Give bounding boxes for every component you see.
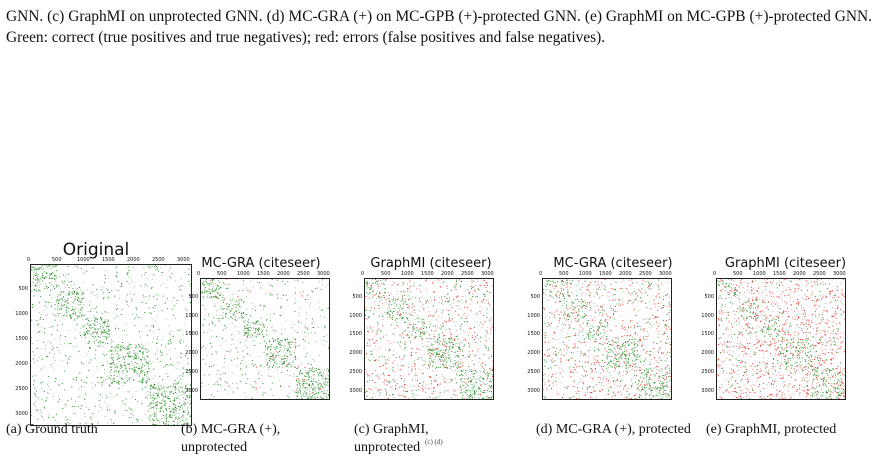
panel-subcaption: (e) GraphMI, protected: [706, 422, 837, 437]
x-tick-label: 1500: [599, 271, 612, 277]
x-tick-label: 1000: [401, 271, 414, 277]
panel-title: GraphMI (citeseer): [724, 256, 847, 271]
x-tick-label: 1000: [579, 271, 592, 277]
x-tick-label: 2500: [461, 271, 474, 277]
panel-1: Original 0 500 1000 1500 2000 2500 3000 500 1000 1…: [6, 240, 192, 465]
panel-title: GraphMI (citeseer): [370, 256, 492, 271]
x-tick-label: 0: [197, 271, 201, 277]
y-tick-label: 500: [352, 293, 362, 300]
x-tick-label: 500: [52, 257, 62, 263]
adjacency-matrix: [364, 278, 494, 400]
x-tick-label: 500: [381, 271, 391, 277]
y-tick-label: 2000: [15, 361, 28, 367]
x-tick-label: 1500: [102, 257, 115, 263]
x-tick-label: 2500: [813, 271, 826, 277]
x-tick-label: 3000: [659, 271, 672, 277]
panel-subcaption: (b) MC-GRA (+), unprotected: [181, 422, 281, 455]
x-tick-label: 2500: [297, 271, 310, 277]
y-tick-label: 1000: [701, 312, 714, 319]
x-tick-label: 2000: [127, 257, 140, 263]
x-tick-label: 1000: [753, 271, 766, 277]
y-tick-label: 2500: [701, 368, 714, 375]
y-tick-label: 2500: [185, 368, 198, 375]
adjacency-matrix: [542, 278, 672, 400]
panel-subcaption: (d) MC-GRA (+), protected: [536, 422, 691, 437]
y-tick-label: 3000: [527, 387, 540, 394]
x-tick-label: 500: [217, 271, 227, 277]
x-tick-label: 0: [539, 271, 543, 277]
x-tick-label: 1500: [773, 271, 786, 277]
y-tick-label: 1000: [527, 312, 540, 319]
y-tick-label: 2500: [527, 368, 540, 375]
panel-5: GraphMI (citeseer) 0 500 1000 1500 2000 2500 30…: [698, 240, 873, 465]
y-tick-label: 3000: [15, 411, 28, 417]
y-tick-label: 2500: [349, 368, 362, 375]
x-tick-label: 2000: [277, 271, 290, 277]
x-tick-label: 500: [733, 271, 743, 277]
x-tick-label: 1500: [421, 271, 434, 277]
y-tick-label: 2000: [701, 350, 714, 356]
y-tick-label: 1000: [185, 312, 198, 319]
panel-subcaption: (c) GraphMI, unprotected: [354, 422, 429, 455]
y-tick-label: 2000: [527, 350, 540, 356]
y-tick-label: 1500: [185, 331, 198, 338]
y-tick-label: 2000: [185, 350, 198, 356]
y-tick-label: 1500: [15, 336, 28, 342]
x-tick-label: 0: [27, 257, 31, 263]
x-tick-label: 2500: [639, 271, 652, 277]
panel-4: MC-GRA (citeseer) 0 500 1000 1500 2000 2500 300…: [527, 240, 698, 465]
x-tick-label: 1500: [257, 271, 270, 277]
y-tick-label: 500: [188, 293, 198, 300]
y-tick-label: 3000: [349, 387, 362, 394]
y-tick-label: 1000: [349, 312, 362, 319]
x-tick-label: 0: [713, 271, 717, 277]
adjacency-matrix: [30, 264, 192, 426]
adjacency-matrix: [716, 278, 846, 400]
x-tick-label: 3000: [177, 257, 190, 263]
x-tick-label: 3000: [317, 271, 330, 277]
x-tick-label: 3000: [481, 271, 494, 277]
panel-title: Original: [62, 240, 130, 260]
x-tick-label: 1000: [77, 257, 90, 263]
y-tick-label: 3000: [185, 387, 198, 394]
adjacency-matrix: [200, 278, 330, 400]
overlapping-label-fragment: (c) (d): [425, 438, 443, 446]
y-tick-label: 500: [530, 293, 540, 300]
y-tick-label: 3000: [701, 387, 714, 394]
x-tick-label: 1000: [237, 271, 250, 277]
y-tick-label: 2000: [349, 350, 362, 356]
y-tick-label: 500: [704, 293, 714, 300]
x-tick-label: 2500: [152, 257, 165, 263]
x-tick-label: 2000: [441, 271, 454, 277]
y-tick-label: 2500: [15, 386, 28, 392]
figure-caption-fragment: GNN. (c) GraphMI on unprotected GNN. (d)…: [6, 8, 872, 46]
x-tick-label: 2000: [793, 271, 806, 277]
y-tick-label: 1500: [527, 331, 540, 338]
y-tick-label: 1000: [15, 311, 28, 317]
panel-2: MC-GRA (citeseer) 0 500 1000 1500 2000 2500 300…: [176, 240, 346, 465]
panel-title: MC-GRA (citeseer): [201, 256, 321, 271]
x-tick-label: 500: [559, 271, 569, 277]
y-tick-label: 1500: [701, 331, 714, 338]
y-tick-label: 500: [18, 286, 28, 292]
x-tick-label: 3000: [833, 271, 846, 277]
panel-3: GraphMI (citeseer) 0 500 1000 1500 2000 2500 30…: [346, 240, 516, 465]
x-tick-label: 0: [361, 271, 365, 277]
panel-title: MC-GRA (citeseer): [553, 256, 673, 271]
x-tick-label: 2000: [619, 271, 632, 277]
y-tick-label: 1500: [349, 331, 362, 338]
panel-subcaption: (a) Ground truth: [6, 422, 98, 437]
